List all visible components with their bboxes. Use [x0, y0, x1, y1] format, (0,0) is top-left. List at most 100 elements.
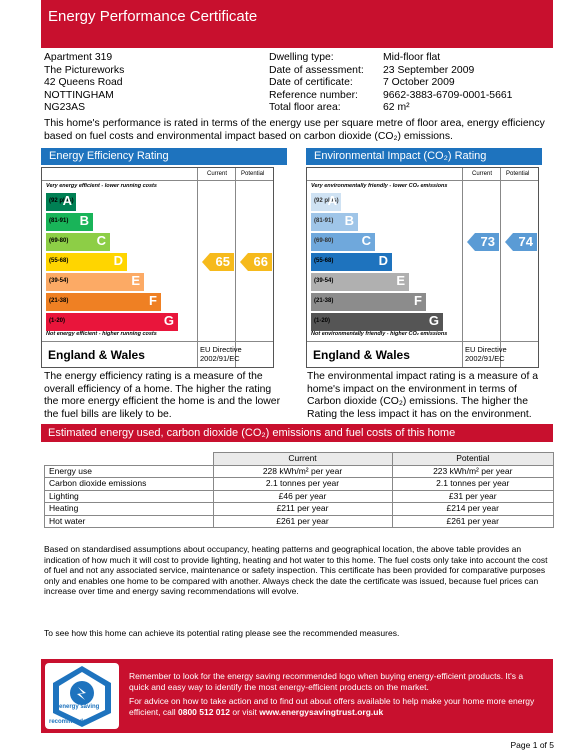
environmental-bottom-caption: Not environmentally friendly - higher CO… [311, 331, 448, 337]
environmental-col-current: Current [472, 171, 493, 177]
band-letter: G [163, 313, 174, 328]
band-range: (39-54) [314, 278, 334, 284]
logo-text-top: energy saving [59, 704, 100, 710]
band-range: (21-38) [314, 298, 334, 304]
row-potential: £214 per year [391, 502, 554, 516]
environmental-region: England & Wales [313, 348, 410, 362]
environmental-top-caption: Very environmentally friendly - lower CO… [311, 183, 448, 189]
row-potential: £261 per year [391, 514, 554, 528]
rating-band-b: (81-91) B [46, 213, 93, 231]
efficiency-top-caption: Very energy efficient - lower running co… [46, 183, 157, 189]
band-letter: E [131, 273, 140, 288]
address-line: The Pictureworks [44, 64, 125, 76]
address-block: Apartment 319 The Pictureworks 42 Queens… [44, 52, 124, 115]
rating-band-f: (21-38) F [46, 293, 161, 311]
row-potential: 2.1 tonnes per year [391, 477, 554, 491]
environmental-col-potential: Potential [506, 171, 530, 177]
detail-label: Reference number: [269, 89, 358, 101]
rating-band-c: (69-80) C [311, 233, 375, 251]
detail-value: 23 September 2009 [383, 64, 475, 76]
efficiency-potential-arrow: 66 [240, 253, 272, 271]
costs-table: Current Potential Energy use 228 kWh/m² … [44, 452, 554, 528]
col-current: Current [212, 452, 393, 466]
efficiency-chart: Current Potential Very energy efficient … [41, 167, 274, 368]
table-row: Lighting £46 per year £31 per year [44, 489, 554, 503]
table-row: Energy use 228 kWh/m² per year 223 kWh/m… [44, 464, 554, 478]
efficiency-explanation: The energy efficiency rating is a measur… [44, 371, 281, 420]
address-line: NOTTINGHAM [44, 89, 114, 101]
band-range: (1-20) [49, 318, 66, 324]
row-current: £211 per year [212, 502, 393, 516]
environmental-potential-arrow: 74 [505, 233, 537, 251]
rating-band-a: (92 plus) A [46, 193, 76, 211]
band-range: (81-91) [49, 218, 69, 224]
header-bar: Energy Performance Certificate [41, 0, 553, 48]
band-letter: B [79, 213, 89, 228]
rating-band-d: (55-68) D [311, 253, 392, 271]
row-potential: £31 per year [391, 489, 554, 503]
rating-band-g: (1-20) G [311, 313, 443, 331]
band-range: (55-68) [49, 258, 69, 264]
rating-band-e: (39-54) E [311, 273, 409, 291]
band-letter: D [113, 253, 123, 268]
rating-band-d: (55-68) D [46, 253, 127, 271]
band-letter: C [361, 233, 371, 248]
band-letter: F [414, 293, 422, 308]
costs-title: Estimated energy used, carbon dioxide (C… [48, 427, 456, 439]
row-current: £261 per year [212, 514, 393, 528]
energy-saving-logo: energy saving recommended [45, 663, 119, 729]
band-range: (92 plus) [314, 198, 339, 204]
row-current: 228 kWh/m² per year [212, 464, 393, 478]
address-line: NG23AS [44, 102, 86, 114]
environmental-explanation: The environmental impact rating is a mea… [307, 371, 539, 420]
band-letter: B [344, 213, 354, 228]
row-label: Energy use [44, 464, 214, 478]
row-label: Hot water [44, 514, 214, 528]
footer-line1: Remember to look for the energy saving r… [129, 671, 524, 692]
efficiency-bottom-caption: Not energy efficient - higher running co… [46, 331, 157, 337]
band-letter: A [327, 193, 337, 208]
table-row: Carbon dioxide emissions 2.1 tonnes per … [44, 477, 554, 491]
environmental-title-bar: Environmental Impact (CO₂) Rating [306, 148, 542, 165]
band-letter: D [378, 253, 388, 268]
band-range: (92 plus) [49, 198, 74, 204]
band-range: (81-91) [314, 218, 334, 224]
efficiency-title: Energy Efficiency Rating [49, 150, 169, 162]
rating-band-f: (21-38) F [311, 293, 426, 311]
page-number: Page 1 of 5 [510, 740, 554, 750]
environmental-directive: EU Directive 2002/91/EC [465, 345, 507, 363]
efficiency-current-arrow: 65 [202, 253, 234, 271]
rating-band-a: (92 plus) A [311, 193, 341, 211]
band-range: (21-38) [49, 298, 69, 304]
table-header-row: Current Potential [44, 452, 554, 466]
address-line: Apartment 319 [44, 52, 113, 63]
band-range: (69-80) [314, 238, 334, 244]
detail-value: 7 October 2009 [383, 77, 455, 89]
environmental-title: Environmental Impact (CO₂) Rating [314, 150, 487, 162]
environmental-current-value: 73 [480, 234, 495, 249]
band-range: (1-20) [314, 318, 331, 324]
detail-value: Mid-floor flat [383, 52, 441, 63]
rating-band-c: (69-80) C [46, 233, 110, 251]
footer-url[interactable]: www.energysavingtrust.org.uk [259, 706, 384, 717]
table-row: Heating £211 per year £214 per year [44, 502, 554, 516]
logo-text-bottom: recommended [49, 719, 91, 725]
efficiency-col-current: Current [207, 171, 228, 177]
band-letter: G [428, 313, 439, 328]
row-current: 2.1 tonnes per year [212, 477, 393, 491]
row-label: Lighting [44, 489, 214, 503]
band-letter: F [149, 293, 157, 308]
footer-bar: energy saving recommended Remember to lo… [41, 659, 553, 733]
efficiency-potential-value: 66 [253, 254, 268, 269]
detail-label: Total floor area: [269, 102, 341, 114]
recommendations-note: To see how this home can achieve its pot… [44, 628, 400, 638]
band-range: (55-68) [314, 258, 334, 264]
col-potential: Potential [391, 452, 554, 466]
band-letter: A [62, 193, 72, 208]
row-potential: 223 kWh/m² per year [391, 464, 554, 478]
details-values: Mid-floor flat 23 September 2009 7 Octob… [383, 52, 512, 115]
address-line: 42 Queens Road [44, 77, 123, 89]
detail-label: Date of assessment: [269, 64, 364, 76]
footer-phone: 0800 512 012 [177, 706, 230, 717]
intro-text: This home's performance is rated in term… [44, 118, 545, 142]
